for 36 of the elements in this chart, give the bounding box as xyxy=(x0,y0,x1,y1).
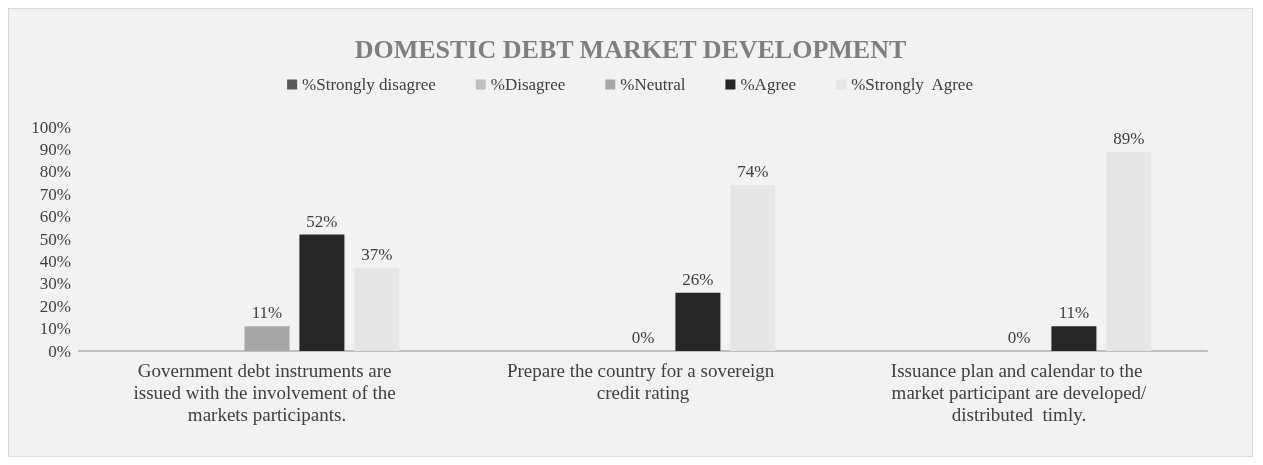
data-label: 11% xyxy=(1058,303,1090,323)
data-label: 0% xyxy=(631,328,655,347)
legend-label: %Neutral xyxy=(620,75,686,94)
x-tick-label: Issuance plan and calendar to the market participant are developed/distributed timly. xyxy=(890,359,1148,425)
data-label: 74% xyxy=(737,162,769,182)
y-tick-label: 80% xyxy=(39,162,71,182)
y-tick-label: 20% xyxy=(39,296,71,316)
y-tick-label: 60% xyxy=(39,207,71,227)
y-tick-label: 90% xyxy=(39,139,71,159)
bar xyxy=(354,268,400,351)
y-tick-label: 0% xyxy=(48,341,71,361)
data-label: 11% xyxy=(251,303,283,323)
legend-label: %Agree xyxy=(740,75,797,94)
legend-label: %Strongly disagree xyxy=(302,75,436,94)
data-label: 0% xyxy=(1007,328,1031,347)
y-tick-label: 30% xyxy=(39,274,71,294)
y-tick-label: 40% xyxy=(39,251,71,271)
x-tick-label: Prepare the country for a sovereign credit rating xyxy=(506,359,780,403)
data-label: 26% xyxy=(682,269,714,289)
data-label: 37% xyxy=(361,245,393,265)
y-tick-label: 70% xyxy=(39,184,71,204)
bar xyxy=(1106,151,1152,351)
chart-title: DOMESTIC DEBT MARKET DEVELOPMENT xyxy=(354,34,907,64)
y-tick-label: 100% xyxy=(31,117,71,137)
bar xyxy=(244,326,290,351)
y-tick-label: 50% xyxy=(39,229,71,249)
legend-label: %Disagree xyxy=(490,75,566,94)
bar xyxy=(675,292,721,351)
bar xyxy=(730,185,776,351)
bar xyxy=(1051,326,1097,351)
data-label: 89% xyxy=(1113,128,1145,148)
legend-label: %Strongly Agree xyxy=(851,75,973,94)
bar xyxy=(299,234,345,351)
x-tick-label: Government debt instruments are issued with the involvement of the markets participants. xyxy=(133,359,401,425)
data-label: 52% xyxy=(306,211,338,231)
y-tick-label: 10% xyxy=(39,319,71,339)
